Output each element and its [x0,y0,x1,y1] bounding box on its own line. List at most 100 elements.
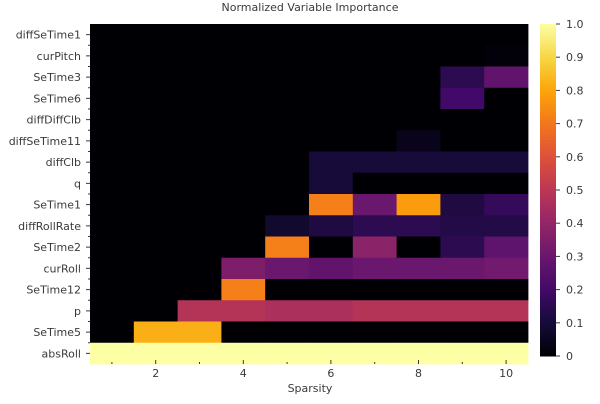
heatmap-cell [265,279,310,301]
y-tick-label: SeTime1 [33,199,81,212]
colorbar-segment [540,270,556,274]
heatmap-cell [396,236,441,259]
heatmap-cell [133,45,178,67]
colorbar-segment [540,35,556,39]
colorbar-segment [540,181,556,185]
colorbar-segment [540,84,556,89]
heatmap-cell [133,321,178,344]
colorbar-segment [540,51,556,55]
colorbar-segment [540,93,556,97]
colorbar-segment [540,342,556,346]
heatmap-cell [484,109,529,131]
heatmap-cell [440,172,485,195]
colorbar-segment [540,275,556,280]
colorbar-segment [540,71,556,75]
colorbar-segment [540,300,556,304]
heatmap-cell [352,172,397,195]
y-tick-label: q [74,177,81,190]
heatmap-cell [440,66,485,89]
x-tick-label: 6 [327,367,334,380]
heatmap-cell [440,87,485,110]
heatmap-cell [309,130,354,152]
heatmap-cell [484,279,529,301]
heatmap-cell [484,172,529,195]
heatmap-cell [309,87,354,110]
colorbar-segment [540,79,556,83]
colorbar-segment [540,43,556,47]
x-tick-label: 4 [240,367,247,380]
colorbar-segment [540,123,556,127]
heatmap-cell [352,66,397,89]
colorbar-segment [540,228,556,232]
heatmap-cell [265,342,310,365]
chart-title: Normalized Variable Importance [222,1,399,14]
heatmap-cell [265,24,310,46]
colorbar-segment [540,90,556,94]
heatmap-cell [221,24,266,46]
colorbar-tick-label: 0.8 [566,84,584,97]
heatmap-cell [177,236,222,259]
colorbar-tick-label: 0.6 [566,151,584,164]
heatmap-cell [396,87,441,110]
heatmap-cell [309,300,354,322]
x-tick-label: 2 [152,367,159,380]
colorbar-segment [540,237,556,241]
heatmap-cells [90,24,529,365]
heatmap-cell [133,24,178,46]
heatmap-cell [484,215,529,237]
colorbar-segment [540,76,556,80]
heatmap-cell [396,215,441,237]
heatmap-cell [484,342,529,365]
heatmap-cell [90,236,135,259]
heatmap-cell [396,321,441,344]
heatmap-cell [221,151,266,174]
colorbar-segment [540,273,556,277]
colorbar-segment [540,98,556,102]
heatmap-cell [133,257,178,280]
heatmap-cell [265,66,310,89]
colorbar-segment [540,347,556,351]
colorbar-segment [540,65,556,69]
colorbar-segment [540,165,556,169]
colorbar-segment [540,297,556,302]
heatmap-cell [133,215,178,237]
heatmap-cell [221,130,266,152]
heatmap-cell [484,236,529,259]
colorbar-segment [540,239,556,244]
heatmap-cell [440,300,485,322]
heatmap-cell [396,45,441,67]
colorbar-segment [540,26,556,31]
heatmap-cell [309,194,354,216]
heatmap-cell [440,24,485,46]
heatmap-cell [309,236,354,259]
y-tick-label: diffRollRate [18,220,81,233]
x-axis-title: Sparsity [288,382,333,395]
colorbar-segment [540,126,556,130]
heatmap-cell [177,109,222,131]
heatmap-cell [352,151,397,174]
heatmap-cell [90,45,135,67]
colorbar-segment [540,73,556,78]
colorbar-segment [540,101,556,105]
colorbar-tick-label: 0.4 [566,217,584,230]
heatmap-cell [177,66,222,89]
heatmap-cell [309,342,354,365]
heatmap-cell [352,279,397,301]
colorbar-segment [540,308,556,313]
heatmap-cell [133,279,178,301]
heatmap-cell [440,215,485,237]
colorbar-segment [540,48,556,53]
heatmap-cell [309,109,354,131]
heatmap-cell [133,66,178,89]
heatmap-cell [396,172,441,195]
colorbar-segment [540,151,556,155]
y-tick-label: diffSeTime1 [16,29,81,42]
heatmap-cell [221,257,266,280]
heatmap-cell [133,300,178,322]
heatmap-cell [177,300,222,322]
colorbar-segment [540,198,556,202]
heatmap-cell [396,279,441,301]
colorbar-tick-label: 1.0 [566,18,584,31]
colorbar-segment [540,278,556,282]
heatmap-cell [265,215,310,237]
